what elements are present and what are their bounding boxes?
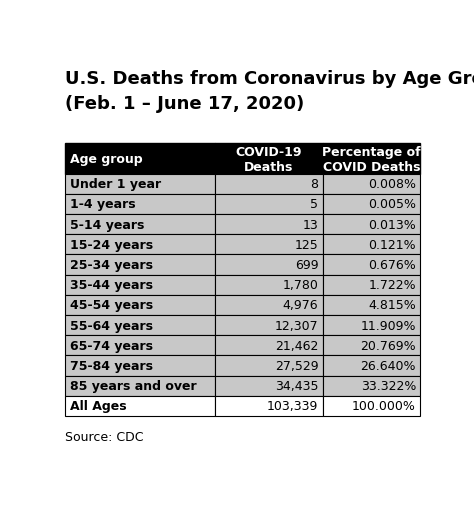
Bar [323, 396, 420, 416]
Text: 45-54 years: 45-54 years [70, 299, 153, 312]
Bar [215, 215, 323, 235]
Text: (Feb. 1 – June 17, 2020): (Feb. 1 – June 17, 2020) [65, 95, 305, 113]
Bar [215, 275, 323, 295]
Text: 699: 699 [295, 259, 319, 271]
Bar [65, 396, 215, 416]
Text: 1.722%: 1.722% [368, 278, 416, 292]
Text: COVID-19
Deaths: COVID-19 Deaths [236, 145, 302, 173]
Text: Under 1 year: Under 1 year [70, 178, 161, 191]
Text: 27,529: 27,529 [275, 359, 319, 372]
Bar [323, 376, 420, 396]
Text: 20.769%: 20.769% [360, 339, 416, 352]
Text: 0.013%: 0.013% [368, 218, 416, 231]
Text: 8: 8 [310, 178, 319, 191]
Bar [65, 316, 215, 335]
Text: 11.909%: 11.909% [361, 319, 416, 332]
Bar [65, 356, 215, 376]
Text: 5: 5 [310, 198, 319, 211]
Bar [323, 174, 420, 194]
Bar [323, 235, 420, 255]
Text: 55-64 years: 55-64 years [70, 319, 153, 332]
Text: 75-84 years: 75-84 years [70, 359, 153, 372]
Bar [215, 316, 323, 335]
Bar [215, 255, 323, 275]
Bar [215, 194, 323, 215]
Text: 0.008%: 0.008% [368, 178, 416, 191]
Text: 34,435: 34,435 [275, 379, 319, 392]
Bar [323, 255, 420, 275]
Text: 5-14 years: 5-14 years [70, 218, 144, 231]
Bar [323, 335, 420, 356]
Text: 100.000%: 100.000% [352, 400, 416, 412]
Text: 13: 13 [302, 218, 319, 231]
Text: 0.676%: 0.676% [368, 259, 416, 271]
Text: 4.815%: 4.815% [368, 299, 416, 312]
Text: 33.322%: 33.322% [361, 379, 416, 392]
Bar [323, 144, 420, 174]
Text: 65-74 years: 65-74 years [70, 339, 153, 352]
Bar [65, 144, 215, 174]
Bar [65, 215, 215, 235]
Bar [215, 396, 323, 416]
Text: 35-44 years: 35-44 years [70, 278, 153, 292]
Bar [65, 255, 215, 275]
Bar [215, 376, 323, 396]
Text: 25-34 years: 25-34 years [70, 259, 153, 271]
Text: 1-4 years: 1-4 years [70, 198, 136, 211]
Text: 0.121%: 0.121% [368, 238, 416, 251]
Text: U.S. Deaths from Coronavirus by Age Group: U.S. Deaths from Coronavirus by Age Grou… [65, 70, 474, 88]
Bar [323, 356, 420, 376]
Bar [65, 295, 215, 316]
Text: 85 years and over: 85 years and over [70, 379, 197, 392]
Bar [65, 194, 215, 215]
Text: 26.640%: 26.640% [361, 359, 416, 372]
Text: Age group: Age group [70, 153, 143, 165]
Bar [215, 356, 323, 376]
Bar [215, 335, 323, 356]
Text: 0.005%: 0.005% [368, 198, 416, 211]
Bar [323, 215, 420, 235]
Bar [323, 275, 420, 295]
Bar [215, 235, 323, 255]
Text: 125: 125 [295, 238, 319, 251]
Text: All Ages: All Ages [70, 400, 127, 412]
Bar [215, 174, 323, 194]
Text: 21,462: 21,462 [275, 339, 319, 352]
Bar [323, 316, 420, 335]
Text: 4,976: 4,976 [283, 299, 319, 312]
Bar [215, 295, 323, 316]
Bar [323, 295, 420, 316]
Bar [65, 174, 215, 194]
Text: Source: CDC: Source: CDC [65, 430, 144, 443]
Bar [215, 144, 323, 174]
Text: 12,307: 12,307 [275, 319, 319, 332]
Bar [65, 235, 215, 255]
Text: Percentage of
COVID Deaths: Percentage of COVID Deaths [322, 145, 421, 173]
Text: 103,339: 103,339 [267, 400, 319, 412]
Text: 1,780: 1,780 [283, 278, 319, 292]
Bar [65, 376, 215, 396]
Bar [65, 335, 215, 356]
Text: 15-24 years: 15-24 years [70, 238, 153, 251]
Bar [65, 275, 215, 295]
Bar [323, 194, 420, 215]
